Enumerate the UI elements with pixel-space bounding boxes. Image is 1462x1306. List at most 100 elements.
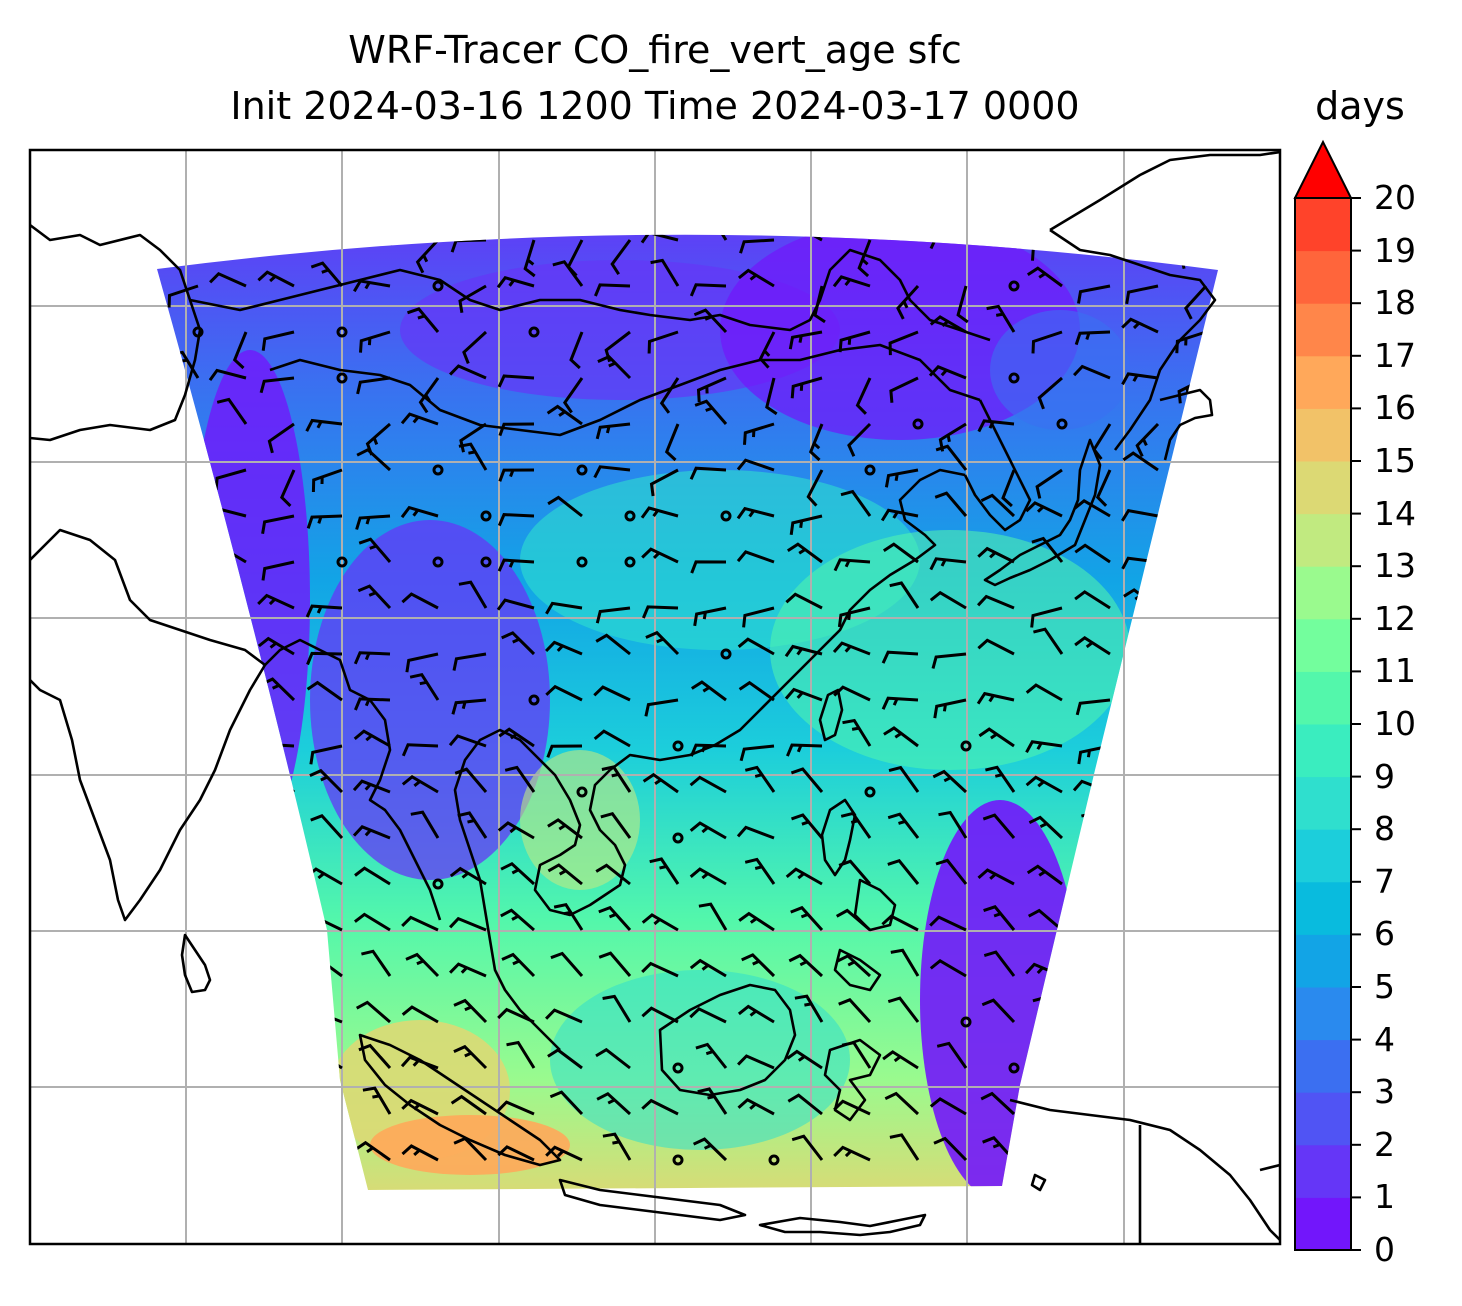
calm-wind-markers bbox=[192, 234, 1212, 1166]
wind-barb bbox=[216, 397, 248, 425]
wind-barb bbox=[836, 954, 872, 978]
wind-barb bbox=[1121, 1050, 1159, 1070]
wind-barb bbox=[500, 861, 536, 886]
colorbar bbox=[1293, 139, 1361, 1251]
calm-marker bbox=[432, 280, 444, 292]
wind-barb bbox=[458, 442, 488, 471]
colorbar-tick-label: 16 bbox=[1374, 388, 1416, 428]
wind-barb bbox=[737, 1004, 775, 1024]
wind-barb bbox=[259, 816, 295, 840]
wind-barb bbox=[306, 651, 343, 666]
wind-barb bbox=[838, 330, 871, 353]
wind-barb bbox=[1183, 284, 1208, 320]
wind-barb bbox=[882, 542, 919, 564]
wind-barb bbox=[647, 330, 679, 354]
colorbar-tick-label: 15 bbox=[1374, 441, 1416, 480]
wind-barb bbox=[786, 542, 823, 564]
colorbar-tick-label: 13 bbox=[1374, 546, 1416, 586]
wind-barb bbox=[545, 684, 583, 702]
wind-barb bbox=[359, 330, 391, 353]
wind-barb bbox=[790, 376, 823, 399]
wind-barb bbox=[212, 1137, 248, 1162]
wind-barb bbox=[401, 1144, 439, 1162]
wind-barb bbox=[838, 998, 872, 1024]
colorbar-tick-label: 9 bbox=[1374, 756, 1395, 796]
colorbar-segment bbox=[1295, 829, 1351, 883]
wind-barb bbox=[208, 368, 247, 381]
wind-barb bbox=[1027, 908, 1063, 932]
wind-barb bbox=[956, 285, 969, 324]
wind-barb bbox=[977, 638, 1015, 656]
wind-barb bbox=[418, 377, 440, 414]
wind-barb bbox=[161, 870, 199, 886]
wind-barb bbox=[546, 744, 583, 758]
calm-marker bbox=[672, 832, 684, 844]
wind-barb bbox=[833, 1145, 871, 1162]
wind-barb bbox=[164, 493, 200, 518]
wind-barb bbox=[881, 696, 919, 710]
wind-barb bbox=[644, 698, 679, 717]
calm-marker bbox=[432, 878, 444, 890]
wind-barb bbox=[641, 1006, 679, 1024]
wind-barb bbox=[736, 458, 775, 472]
wind-barb bbox=[562, 377, 584, 414]
wind-barb bbox=[738, 680, 775, 702]
wind-barb bbox=[1025, 501, 1063, 518]
wind-barb bbox=[1037, 376, 1063, 410]
wind-barb bbox=[119, 700, 151, 717]
wind-barb bbox=[689, 821, 727, 840]
calm-marker bbox=[192, 326, 204, 338]
wind-barb bbox=[1175, 330, 1207, 354]
wind-barb bbox=[569, 331, 584, 370]
calm-marker bbox=[1008, 372, 1020, 384]
colorbar-segment bbox=[1295, 513, 1351, 567]
wind-barb bbox=[1135, 422, 1160, 458]
calm-marker bbox=[288, 1016, 300, 1028]
wind-barb bbox=[163, 1093, 199, 1116]
wind-barb bbox=[737, 268, 775, 288]
calm-marker bbox=[1200, 832, 1212, 844]
wind-barb bbox=[500, 908, 535, 932]
wind-barb bbox=[842, 718, 872, 747]
wind-barb bbox=[546, 404, 583, 426]
wind-barb bbox=[689, 775, 727, 794]
wind-barb bbox=[1075, 1046, 1111, 1070]
wind-barb bbox=[449, 962, 487, 978]
wind-barb bbox=[598, 905, 632, 931]
wind-barb bbox=[213, 953, 248, 978]
wind-barb bbox=[306, 1050, 343, 1070]
wind-barb bbox=[161, 775, 199, 794]
wind-barb bbox=[211, 1047, 247, 1070]
calm-marker bbox=[768, 1154, 780, 1166]
wind-barb bbox=[547, 495, 583, 518]
wind-barb bbox=[549, 1090, 584, 1116]
wind-barb bbox=[305, 604, 343, 618]
wind-barb bbox=[459, 422, 487, 453]
wind-barb bbox=[114, 782, 150, 792]
wind-barb bbox=[1074, 635, 1111, 656]
wind-barb bbox=[306, 514, 343, 529]
colorbar-tick-label: 6 bbox=[1374, 914, 1395, 954]
wind-barb bbox=[784, 687, 823, 702]
wind-barb bbox=[501, 952, 536, 978]
wind-barb bbox=[840, 489, 872, 517]
calm-marker bbox=[672, 740, 684, 752]
wind-barb bbox=[353, 651, 391, 665]
wind-barb bbox=[596, 1091, 632, 1116]
wind-barb bbox=[163, 955, 199, 978]
wind-barb bbox=[884, 234, 920, 242]
wind-barb bbox=[855, 377, 872, 415]
wind-barb bbox=[1120, 917, 1159, 932]
wind-barb bbox=[744, 857, 776, 885]
wind-barb bbox=[160, 690, 199, 704]
wind-barb bbox=[1074, 330, 1111, 346]
wind-barb bbox=[1025, 775, 1063, 794]
wind-barb bbox=[977, 868, 1015, 886]
colorbar-segment bbox=[1295, 671, 1351, 725]
wind-barb bbox=[449, 866, 487, 886]
wind-barb bbox=[354, 866, 391, 886]
wind-barb bbox=[641, 1098, 679, 1116]
calm-marker bbox=[480, 510, 492, 522]
calm-marker bbox=[240, 740, 252, 752]
